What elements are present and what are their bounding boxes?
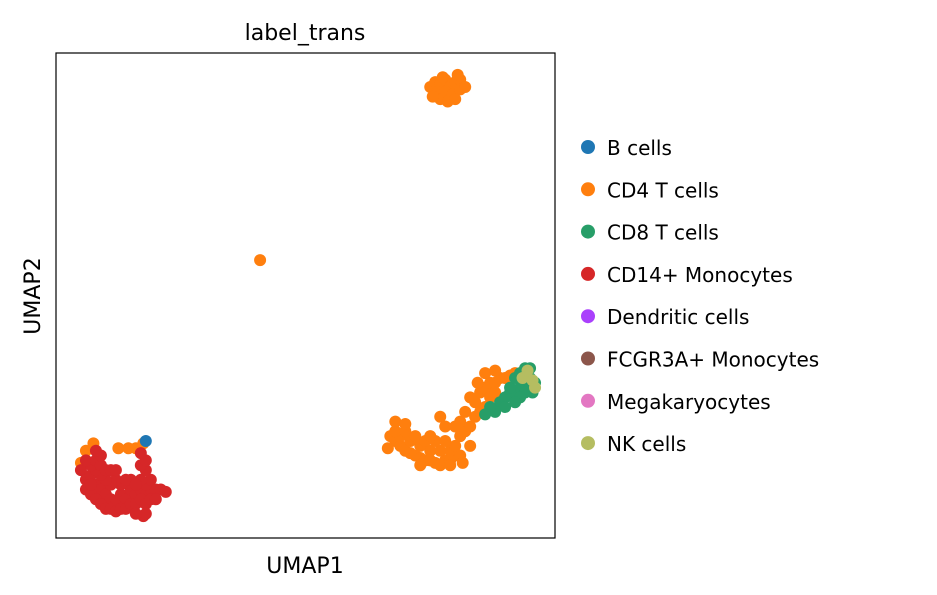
data-point [254, 254, 267, 267]
legend-marker [581, 140, 595, 154]
data-point [499, 401, 512, 414]
legend-item: CD8 T cells [581, 221, 719, 245]
data-point [439, 435, 452, 447]
data-point [436, 71, 449, 84]
legend-marker [581, 393, 595, 408]
data-point [464, 391, 477, 404]
legend-label: B cells [607, 136, 672, 160]
legend-marker [581, 436, 595, 451]
legend-marker [581, 351, 595, 366]
data-point [119, 473, 132, 486]
legend-marker [581, 182, 595, 197]
data-point [456, 456, 469, 469]
data-point [434, 410, 447, 423]
points-layer [74, 68, 542, 523]
legend-item: CD14+ Monocytes [581, 263, 793, 287]
legend: B cells CD4 T cells CD8 T cells CD14+ Monoc… [581, 136, 819, 456]
data-point [449, 439, 462, 452]
data-point [409, 430, 422, 443]
data-point [129, 507, 142, 520]
data-point [84, 478, 97, 491]
data-point [489, 364, 502, 377]
legend-marker [581, 224, 595, 239]
legend-label: Megakaryocytes [607, 390, 771, 414]
data-point [489, 386, 502, 399]
data-point [434, 444, 447, 457]
data-point [74, 464, 87, 477]
data-point [144, 473, 157, 486]
data-point [139, 507, 152, 520]
data-point [464, 420, 477, 433]
data-point [389, 425, 402, 438]
data-point [444, 459, 457, 472]
data-point [129, 478, 142, 491]
data-point [134, 447, 147, 460]
data-point [112, 442, 125, 455]
data-point [399, 418, 412, 431]
data-point [439, 420, 452, 433]
legend-item: Megakaryocytes [581, 390, 771, 414]
data-point [459, 405, 472, 418]
data-point [426, 90, 439, 103]
data-point [389, 415, 402, 428]
data-point [79, 444, 92, 457]
data-point [424, 444, 437, 457]
data-point [471, 376, 484, 389]
x-axis-label: UMAP1 [266, 554, 343, 579]
data-point [449, 93, 462, 106]
chart-title: label_trans [245, 21, 366, 46]
legend-label: Dendritic cells [607, 305, 749, 329]
data-point [381, 442, 394, 455]
data-point [479, 408, 492, 421]
data-point [504, 381, 517, 394]
legend-marker [581, 266, 595, 281]
data-point [464, 439, 477, 452]
legend-item: NK cells [581, 432, 686, 456]
data-point [459, 80, 472, 93]
legend-label: CD4 T cells [607, 178, 719, 202]
data-point [159, 485, 172, 498]
legend-label: NK cells [607, 432, 686, 456]
data-point [451, 68, 464, 81]
data-point [109, 464, 122, 477]
legend-item: CD4 T cells [581, 178, 719, 202]
legend-label: CD8 T cells [607, 221, 719, 245]
legend-marker [581, 309, 595, 324]
data-point [449, 420, 462, 433]
legend-item: FCGR3A+ Monocytes [581, 348, 819, 372]
data-point [414, 459, 427, 472]
data-point [139, 435, 152, 447]
y-axis-label: UMAP2 [21, 257, 46, 334]
legend-label: CD14+ Monocytes [607, 263, 793, 287]
data-point [529, 381, 542, 394]
data-point [424, 430, 437, 443]
data-point [149, 493, 162, 506]
data-point [521, 364, 534, 377]
data-point [479, 367, 492, 380]
data-point [89, 444, 102, 457]
plot-frame [55, 52, 556, 539]
legend-label: FCGR3A+ Monocytes [607, 348, 819, 372]
legend-item: Dendritic cells [581, 305, 749, 329]
legend-item: B cells [581, 136, 672, 160]
data-point [79, 454, 92, 467]
data-point [509, 396, 522, 409]
